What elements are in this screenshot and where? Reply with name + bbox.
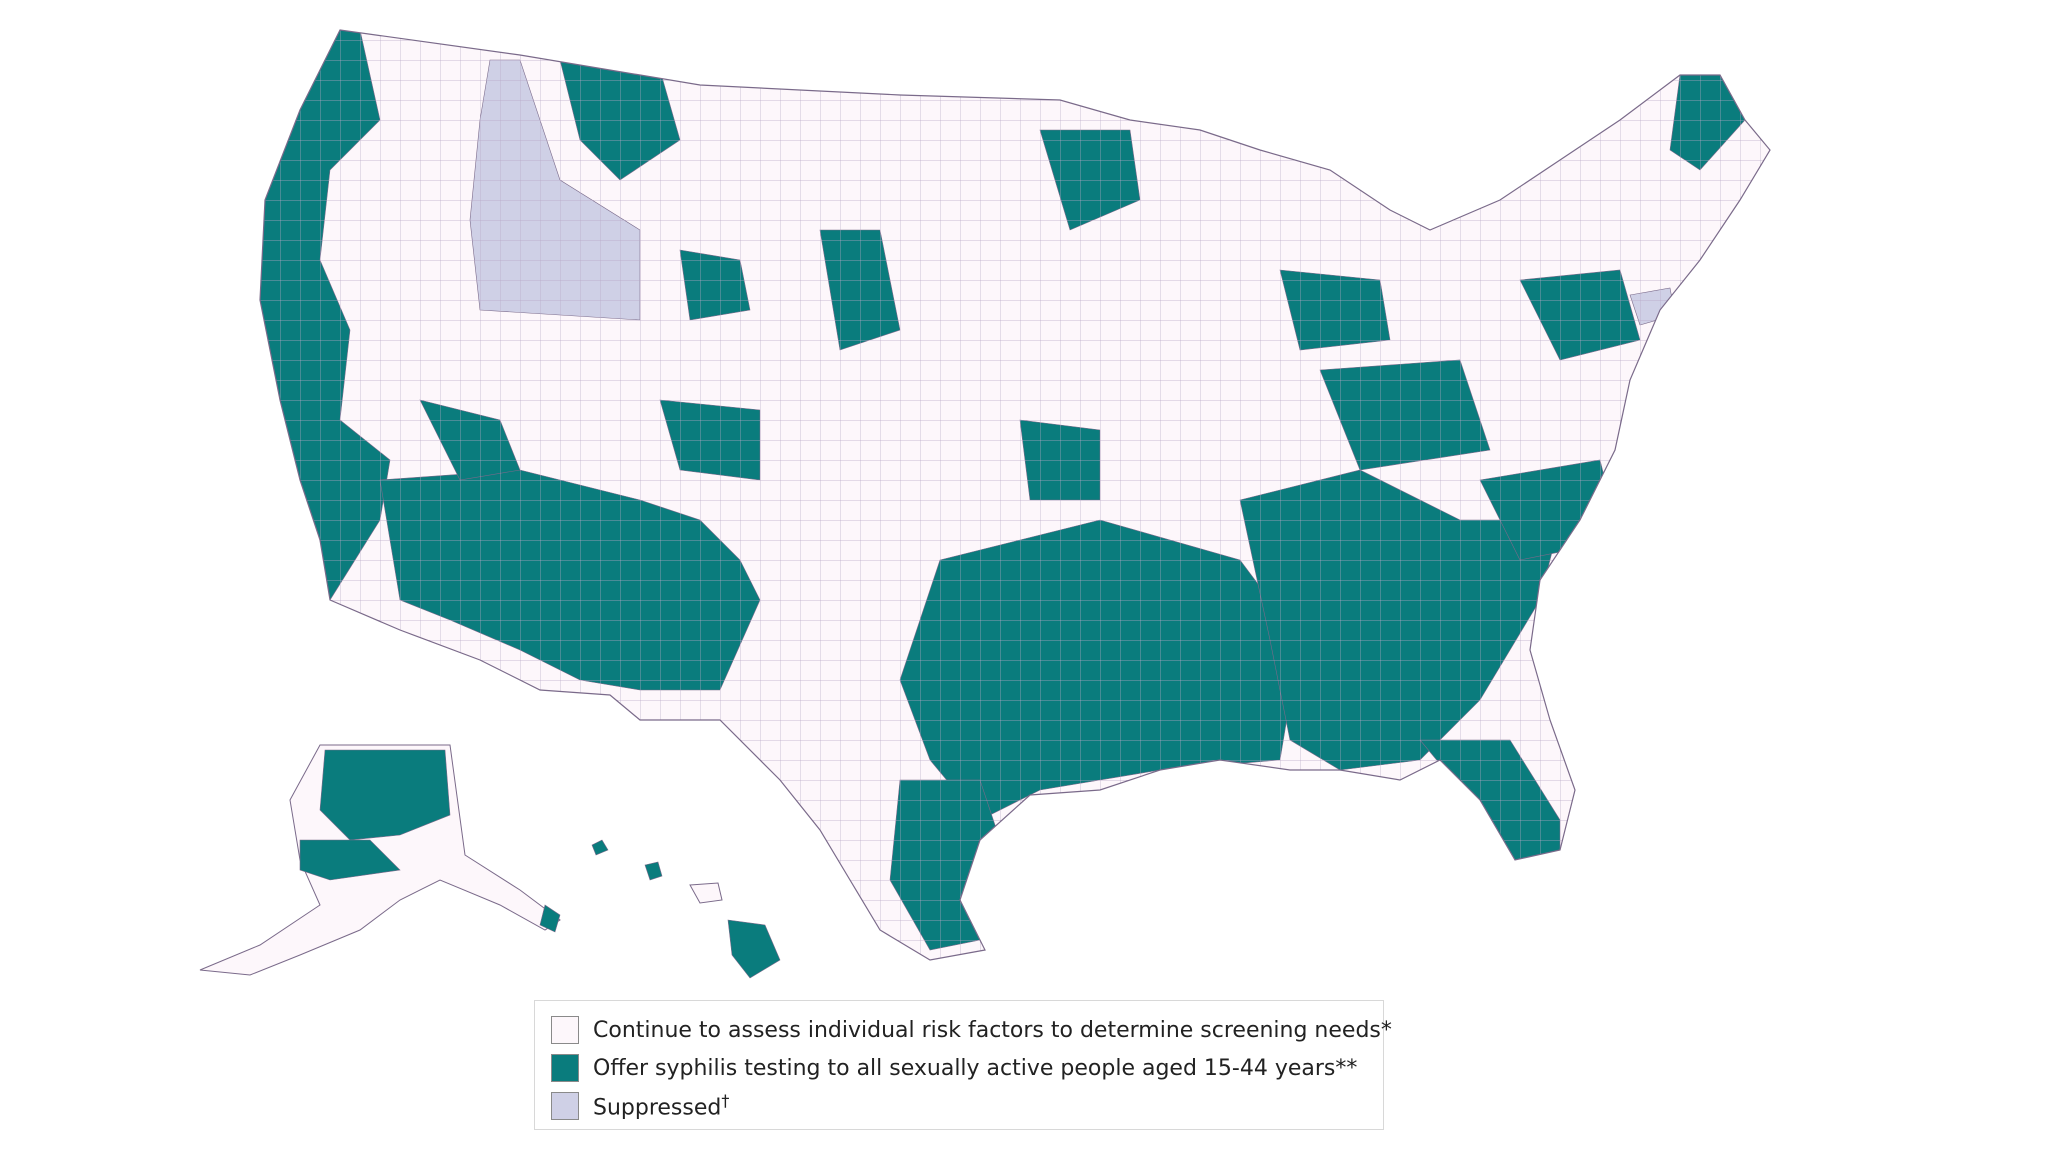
hawaii	[591, 839, 781, 979]
alaska-southeast-region	[539, 904, 561, 933]
hawaii-maui-county	[689, 882, 723, 904]
legend-item-suppressed: Suppressed†	[551, 1087, 1383, 1125]
hawaii-big-island	[727, 919, 781, 979]
legend-swatch-offer	[551, 1054, 579, 1082]
legend-item-offer: Offer syphilis testing to all sexually a…	[551, 1049, 1383, 1087]
legend-item-assess: Continue to assess individual risk facto…	[551, 1011, 1392, 1049]
legend-swatch-assess	[551, 1016, 579, 1044]
alaska-north-region	[319, 749, 451, 841]
conus-border	[259, 29, 1771, 961]
alaska	[199, 744, 561, 976]
hawaii-kauai	[591, 839, 609, 856]
legend-label-assess: Continue to assess individual risk facto…	[593, 1017, 1392, 1043]
legend-swatch-suppressed	[551, 1092, 579, 1120]
legend: Continue to assess individual risk facto…	[534, 1000, 1392, 1130]
legend-footnote-marker: †	[721, 1091, 730, 1111]
legend-label-offer: Offer syphilis testing to all sexually a…	[593, 1055, 1358, 1081]
legend-label-suppressed: Suppressed†	[593, 1091, 729, 1120]
hawaii-oahu	[644, 861, 663, 881]
alaska-southwest-region	[299, 839, 401, 881]
legend-label-suppressed-text: Suppressed	[593, 1095, 722, 1121]
